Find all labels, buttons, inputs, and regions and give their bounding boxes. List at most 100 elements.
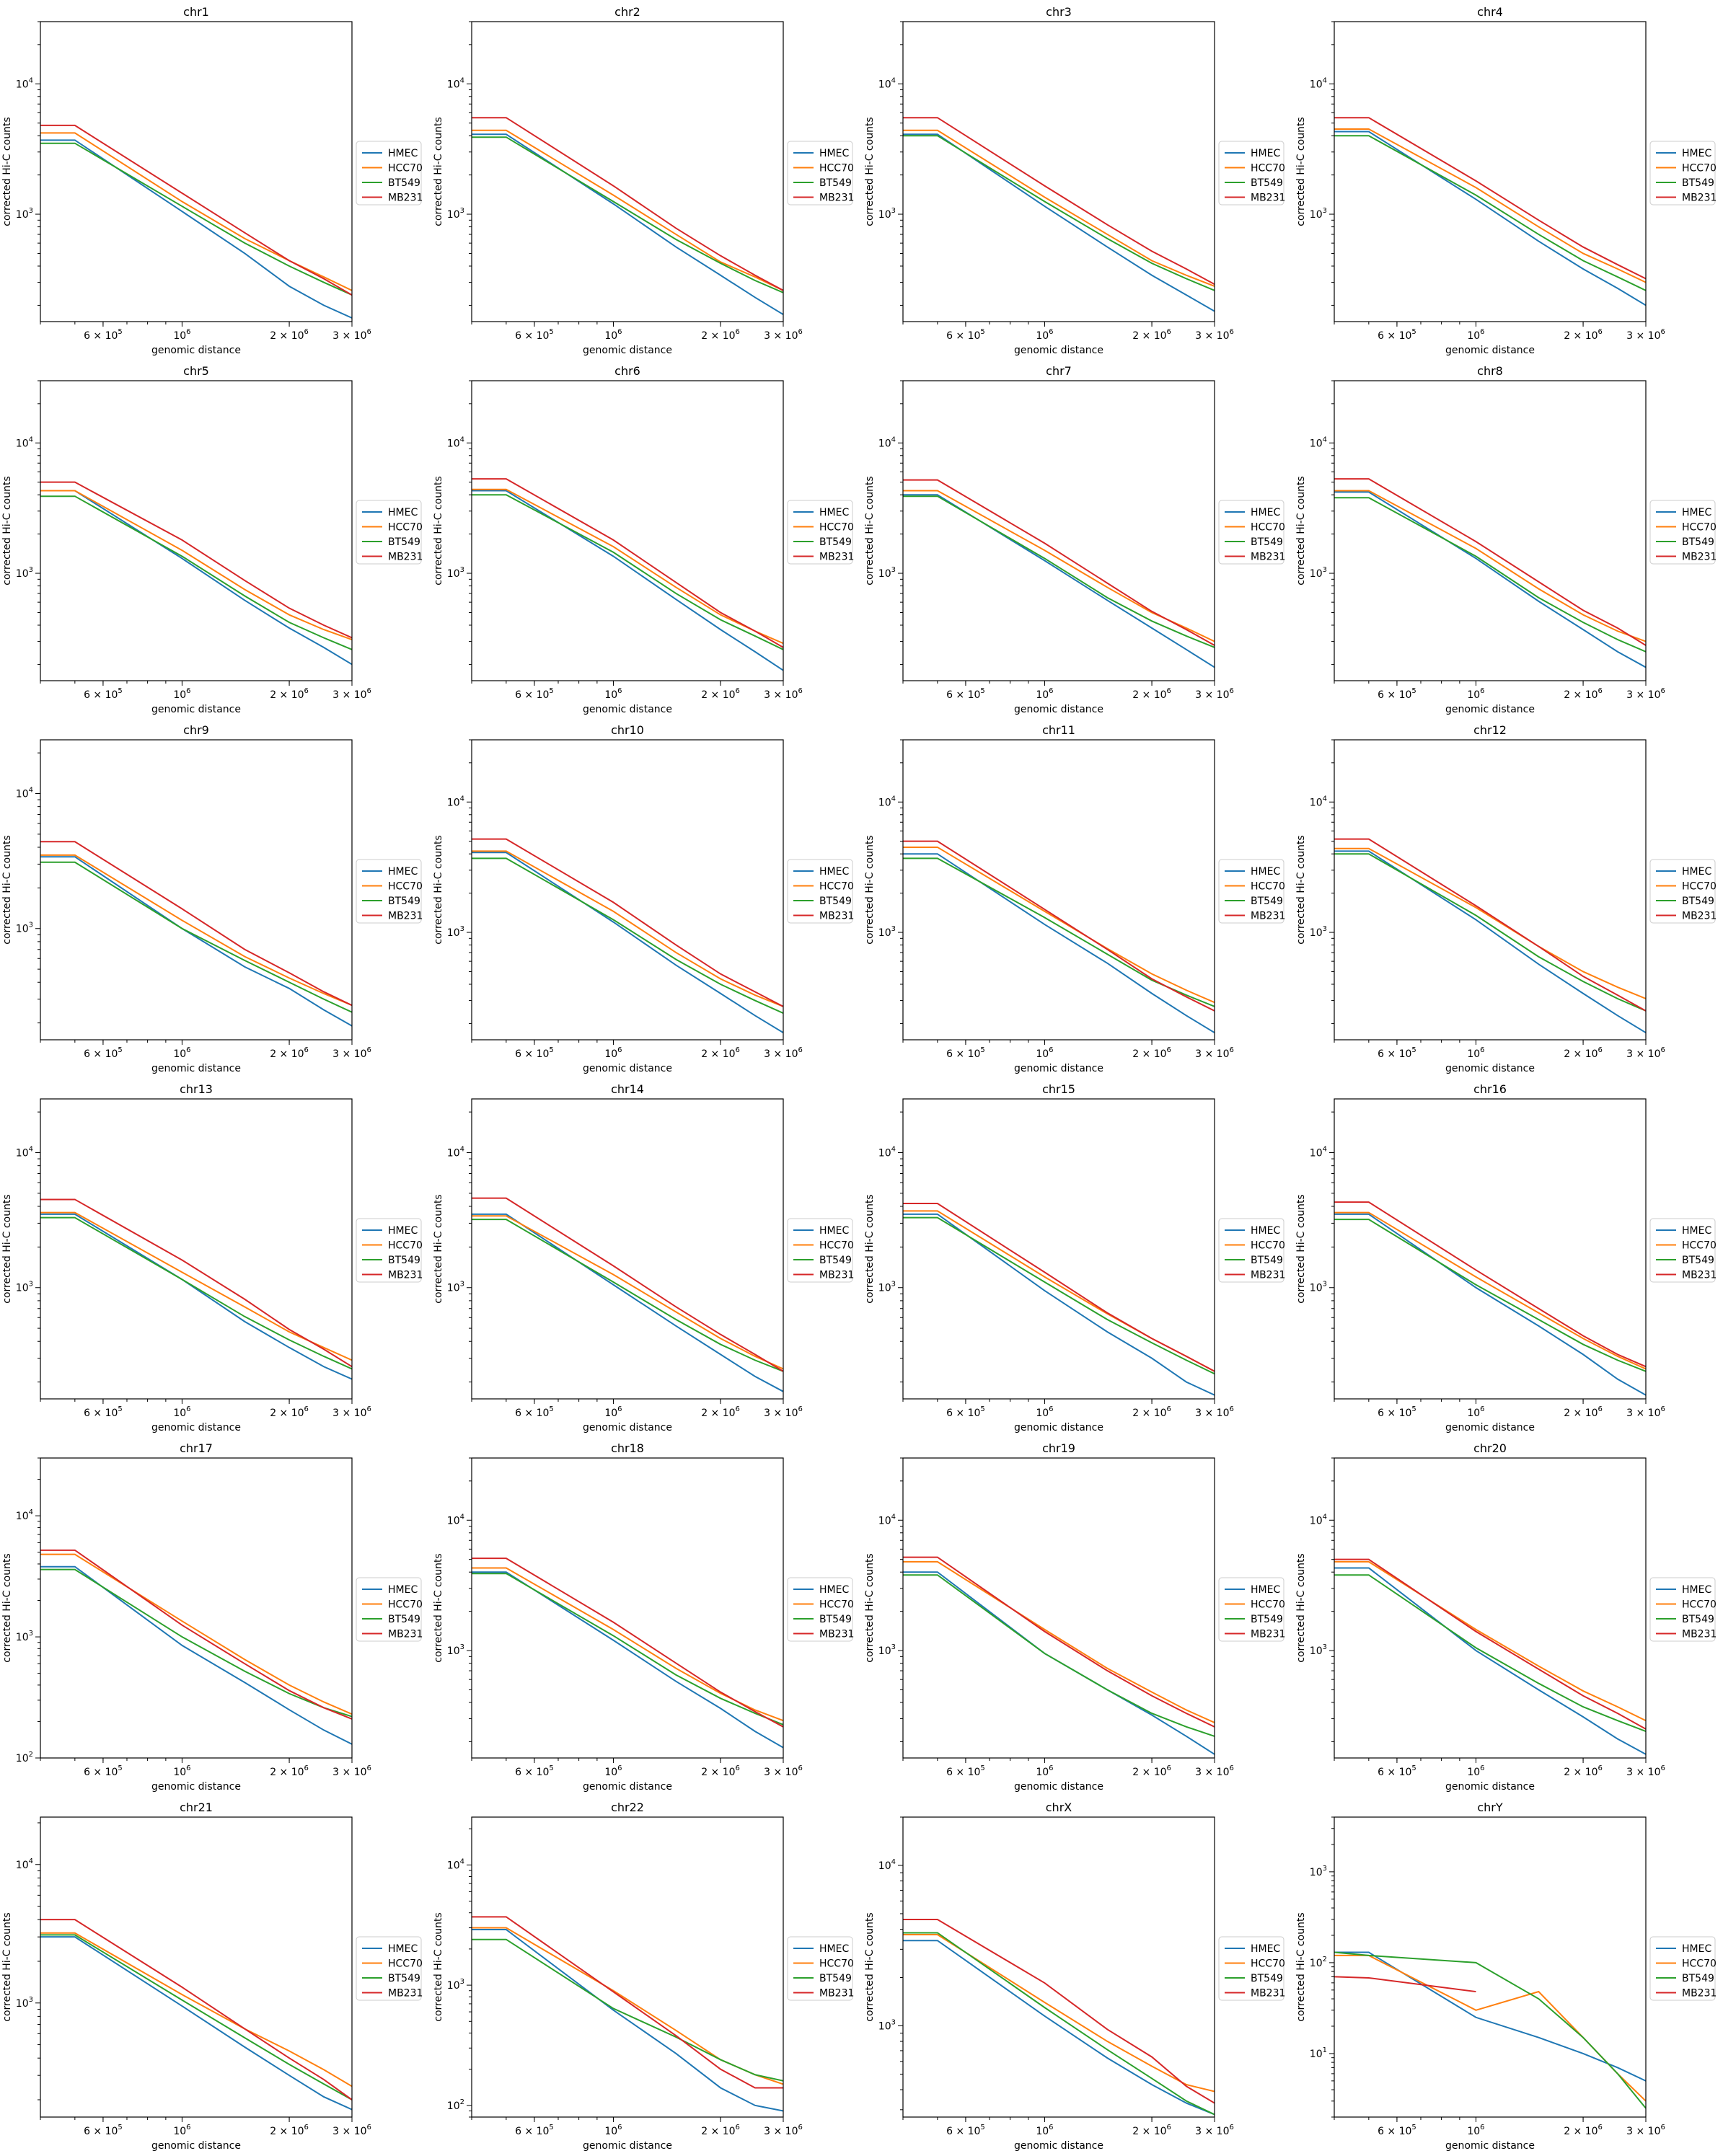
- x-tick-label: 106: [173, 1405, 190, 1419]
- plot-frame: [1334, 21, 1647, 322]
- y-tick-label: 104: [878, 76, 896, 90]
- legend-label: MB231: [388, 911, 423, 922]
- panel-chr19: chr19 genomic distance corrected Hi-C coun…: [864, 1441, 1285, 1793]
- x-tick-label: 2 × 106: [270, 1405, 309, 1419]
- x-tick-label: 6 × 105: [946, 328, 985, 342]
- x-axis-label: genomic distance: [583, 345, 672, 356]
- series-line-HCC70: [40, 1211, 352, 1361]
- x-tick-label: 106: [604, 1764, 622, 1778]
- x-tick-label: 106: [173, 1764, 190, 1778]
- x-tick-label: 2 × 106: [1564, 328, 1603, 342]
- x-tick-label: 6 × 105: [84, 328, 123, 342]
- legend-box: [1649, 141, 1716, 206]
- legend-label: BT549: [1251, 1255, 1283, 1266]
- x-axis-label: genomic distance: [583, 2140, 672, 2152]
- legend-box: [356, 1218, 422, 1283]
- x-tick-label: 3 × 106: [1195, 1405, 1234, 1419]
- x-tick-label: 3 × 106: [1626, 2124, 1665, 2137]
- legend-label: HMEC: [388, 1225, 418, 1237]
- panel-chr18: chr18 genomic distance corrected Hi-C coun…: [433, 1441, 854, 1793]
- x-axis-label: genomic distance: [1445, 704, 1535, 715]
- panel-title: chr20: [1473, 1441, 1507, 1455]
- legend-label: HCC70: [819, 1958, 854, 1970]
- x-tick-label: 2 × 106: [701, 1764, 740, 1778]
- series-line-HCC70: [1334, 490, 1646, 642]
- legend-label: HMEC: [388, 866, 418, 878]
- x-tick-label: 106: [604, 1405, 622, 1419]
- x-tick-label: 3 × 106: [1195, 2124, 1234, 2137]
- series-line-HMEC: [40, 1213, 352, 1380]
- plot-frame: [471, 21, 784, 322]
- legend-box: [1649, 500, 1716, 565]
- legend-box: [787, 1577, 853, 1642]
- x-tick-label: 6 × 105: [1378, 1764, 1416, 1778]
- y-tick-label: 103: [878, 2018, 896, 2032]
- panel-title: chr10: [611, 723, 644, 737]
- x-tick-label: 6 × 105: [946, 1764, 985, 1778]
- series-line-BT549: [903, 495, 1215, 648]
- y-axis-label: corrected Hi-C counts: [1, 117, 13, 226]
- y-tick-label: 104: [1310, 76, 1327, 90]
- y-tick-label: 104: [878, 1858, 896, 1872]
- panel-title: chr22: [611, 1801, 644, 1814]
- plot-frame: [1334, 1098, 1647, 1400]
- y-tick-label: 104: [878, 795, 896, 808]
- panel-title: chr2: [614, 5, 640, 19]
- legend-label: HMEC: [1251, 1943, 1280, 1955]
- y-axis-label: corrected Hi-C counts: [433, 1912, 444, 2021]
- legend-box: [787, 1218, 853, 1283]
- legend-box: [1218, 500, 1284, 565]
- y-tick-label: 103: [1310, 1281, 1327, 1294]
- x-axis-label: genomic distance: [583, 1422, 672, 1433]
- series-line-BT549: [472, 1219, 783, 1372]
- series-line-HMEC: [472, 133, 783, 316]
- y-tick-label: 104: [16, 76, 33, 90]
- legend-label: HMEC: [819, 148, 849, 159]
- y-tick-label: 103: [447, 1281, 464, 1294]
- y-axis-label: corrected Hi-C counts: [1, 1912, 13, 2021]
- series-line-MB231: [472, 117, 783, 291]
- y-axis-label: corrected Hi-C counts: [864, 1194, 876, 1303]
- legend-label: MB231: [1682, 1988, 1717, 2000]
- panel-chr10: chr10 genomic distance corrected Hi-C coun…: [433, 723, 854, 1074]
- x-tick-label: 106: [173, 2124, 190, 2137]
- panel-title: chr15: [1042, 1082, 1075, 1096]
- x-tick-label: 106: [604, 1046, 622, 1060]
- legend-label: HCC70: [819, 163, 854, 174]
- legend-label: HCC70: [1251, 1958, 1285, 1970]
- series-line-BT549: [40, 1568, 352, 1718]
- plot-frame: [902, 1816, 1215, 2118]
- legend-label: HMEC: [1682, 148, 1711, 159]
- x-tick-label: 2 × 106: [270, 1046, 309, 1060]
- legend-label: HMEC: [819, 866, 849, 878]
- series-line-HCC70: [472, 1927, 783, 2085]
- legend-label: BT549: [1251, 1973, 1283, 1984]
- legend-label: HCC70: [819, 1240, 854, 1252]
- y-tick-label: 101: [1310, 2046, 1327, 2060]
- x-tick-label: 106: [1467, 1046, 1484, 1060]
- plot-frame: [902, 380, 1215, 681]
- y-tick-label: 103: [447, 1978, 464, 1992]
- x-tick-label: 3 × 106: [332, 1764, 371, 1778]
- y-tick-label: 104: [16, 787, 33, 800]
- x-tick-label: 2 × 106: [1132, 687, 1171, 701]
- series-line-HMEC: [472, 490, 783, 671]
- x-axis-label: genomic distance: [1014, 2140, 1103, 2152]
- series-line-HCC70: [1334, 1954, 1646, 2102]
- y-axis-label: corrected Hi-C counts: [433, 117, 444, 226]
- legend-box: [1218, 859, 1284, 924]
- legend-label: HCC70: [1682, 881, 1717, 893]
- series-line-HMEC: [40, 139, 352, 319]
- x-tick-label: 2 × 106: [1132, 1764, 1171, 1778]
- x-tick-label: 2 × 106: [1132, 1405, 1171, 1419]
- legend-label: BT549: [388, 1614, 420, 1625]
- legend-label: BT549: [819, 896, 852, 907]
- panel-chr8: chr8 genomic distance corrected Hi-C count…: [1295, 364, 1717, 715]
- x-tick-label: 2 × 106: [270, 2124, 309, 2137]
- x-axis-label: genomic distance: [1445, 1781, 1535, 1793]
- series-line-HCC70: [472, 850, 783, 1007]
- x-tick-label: 2 × 106: [1564, 1046, 1603, 1060]
- y-axis-label: corrected Hi-C counts: [433, 1194, 444, 1303]
- x-tick-label: 2 × 106: [1564, 2124, 1603, 2137]
- x-tick-label: 106: [604, 328, 622, 342]
